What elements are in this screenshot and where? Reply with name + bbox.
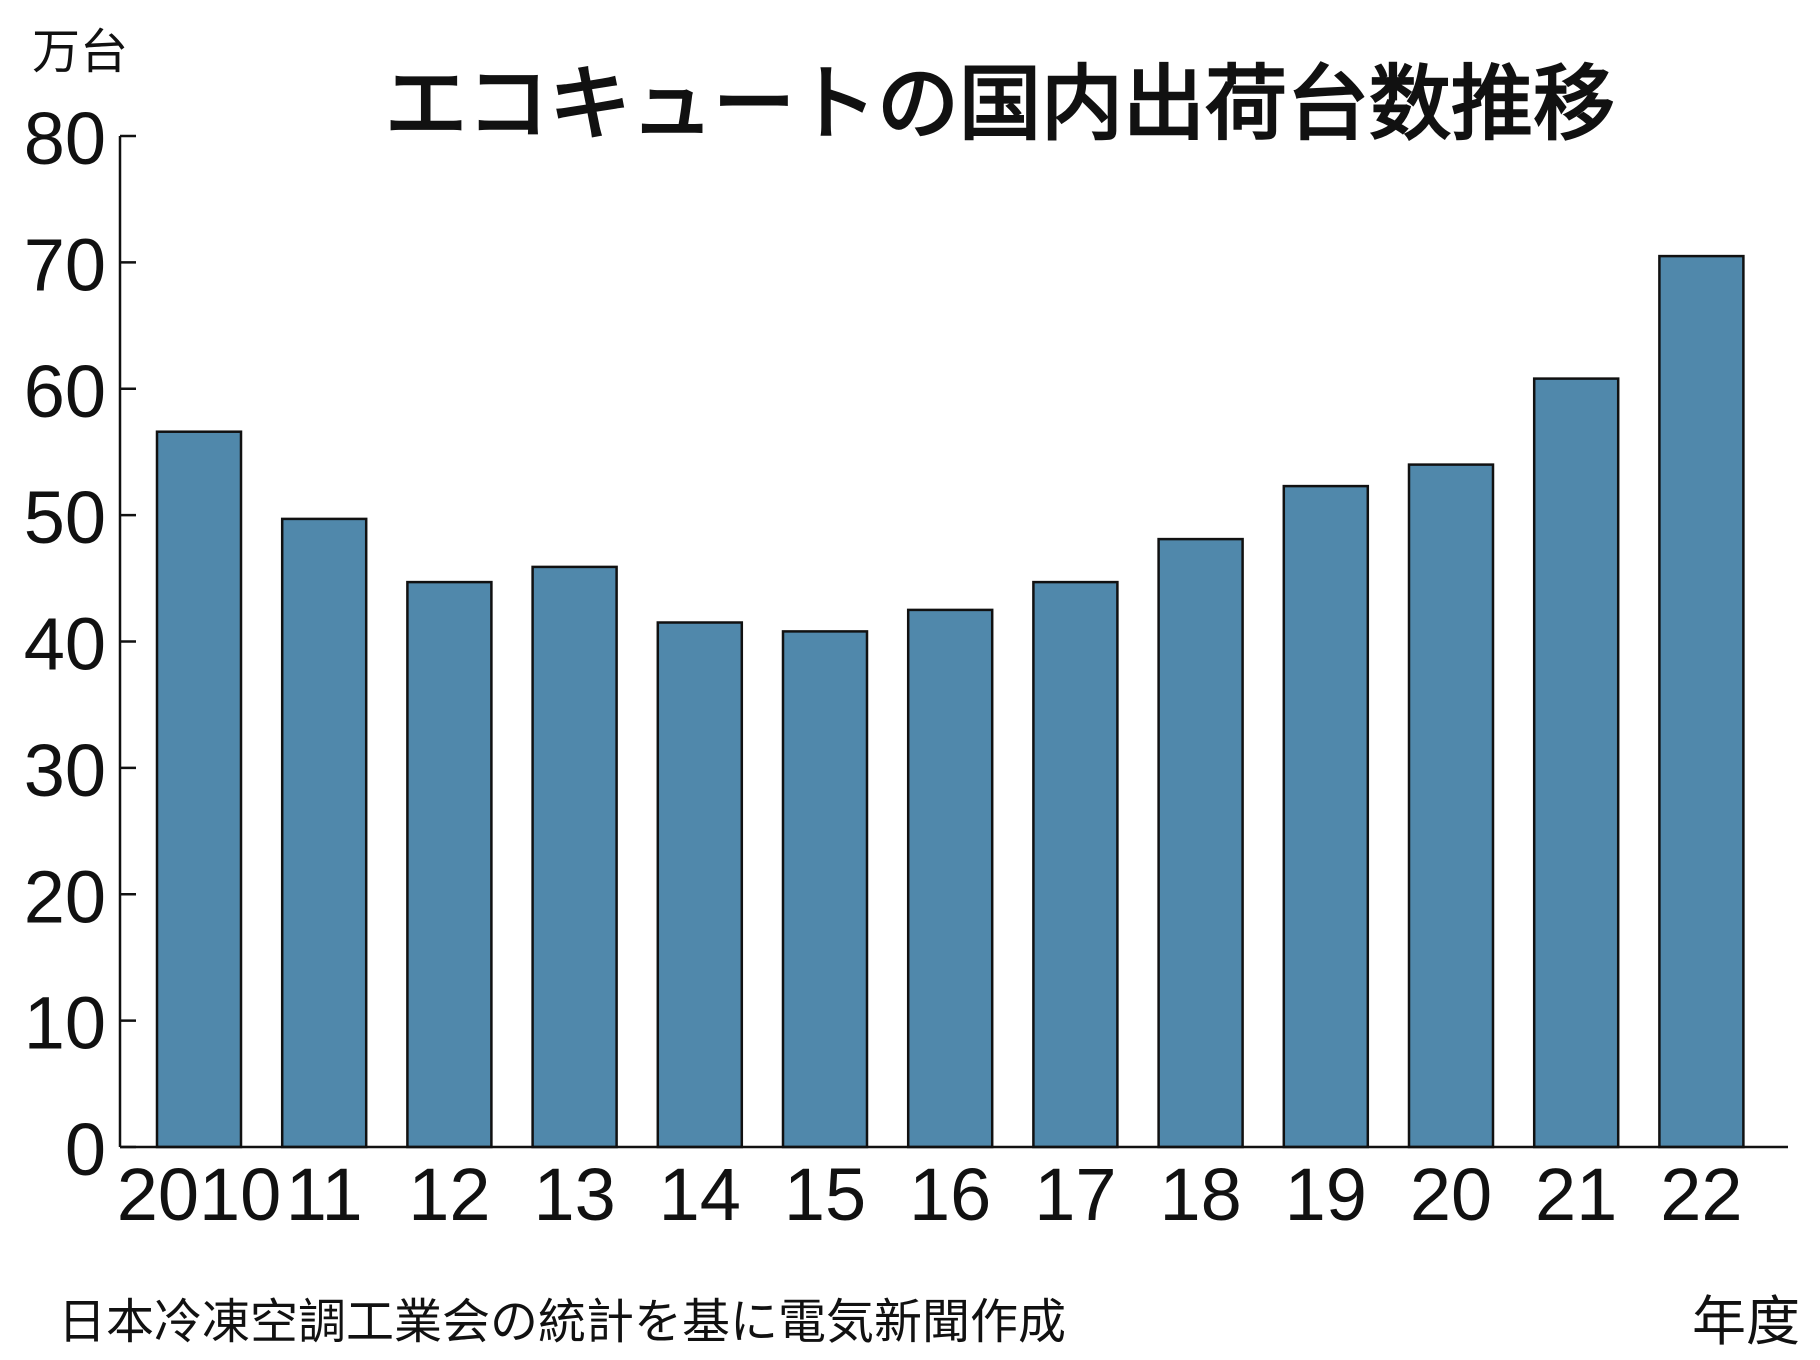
bar-18 [1157, 537, 1244, 1149]
x-tick-label: 15 [784, 1153, 866, 1236]
x-axis-unit-label: 年度 [1692, 1290, 1800, 1353]
y-axis-unit-label: 万台 [32, 24, 128, 80]
x-axis-ticks: 2010 11 12 13 14 15 16 17 18 19 20 21 22 [117, 1153, 1743, 1236]
y-tick-label: 50 [24, 476, 106, 559]
y-tick-label: 80 [24, 97, 106, 180]
y-tick-label: 70 [24, 223, 106, 306]
bar-17 [1032, 580, 1119, 1149]
bar-2010 [155, 430, 243, 1149]
y-tick-label: 10 [24, 982, 106, 1065]
y-tick-label: 0 [65, 1108, 106, 1191]
bar-22 [1658, 254, 1745, 1149]
bar-19 [1282, 484, 1370, 1149]
y-axis-ticks: 0 10 20 30 40 50 60 70 80 [24, 97, 136, 1191]
x-tick-label: 22 [1660, 1153, 1742, 1236]
bar-16 [906, 608, 994, 1149]
x-tick-label: 16 [909, 1153, 991, 1236]
bar-13 [531, 565, 618, 1149]
x-tick-label: 21 [1535, 1153, 1617, 1236]
bar-12 [406, 580, 493, 1149]
source-note: 日本冷凍空調工業会の統計を基に電気新聞作成 [58, 1294, 1066, 1350]
x-tick-label: 14 [659, 1153, 741, 1236]
x-tick-label: 11 [286, 1153, 363, 1236]
x-tick-label: 17 [1034, 1153, 1116, 1236]
bar-11 [280, 517, 368, 1149]
x-tick-label: 13 [533, 1153, 615, 1236]
bars-group [155, 254, 1745, 1149]
x-tick-label: 2010 [117, 1153, 282, 1236]
y-tick-label: 40 [24, 603, 106, 686]
bar-21 [1532, 377, 1620, 1149]
x-tick-label: 12 [408, 1153, 490, 1236]
x-tick-label: 19 [1285, 1153, 1367, 1236]
y-tick-label: 60 [24, 350, 106, 433]
x-tick-label: 18 [1159, 1153, 1241, 1236]
y-tick-label: 20 [24, 855, 106, 938]
bar-14 [656, 621, 744, 1149]
bar-20 [1407, 463, 1495, 1149]
y-tick-label: 30 [24, 729, 106, 812]
x-tick-label: 20 [1410, 1153, 1492, 1236]
chart-title: エコキュートの国内出荷台数推移 [385, 57, 1615, 152]
bar-15 [781, 630, 869, 1149]
